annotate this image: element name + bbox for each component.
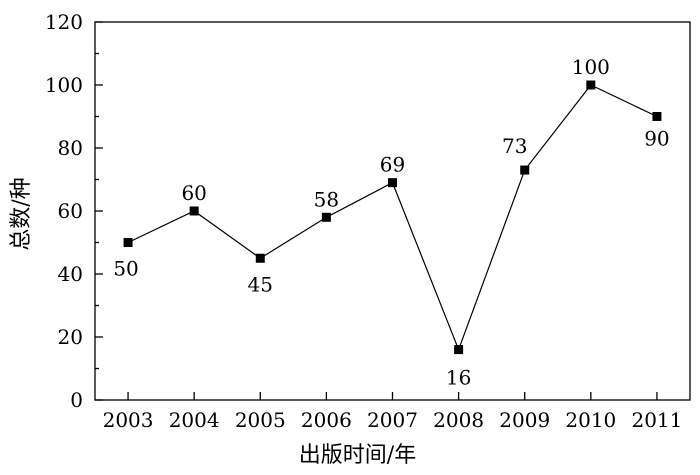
data-point: [123, 238, 133, 247]
data-point: [321, 212, 331, 222]
data-label: 73: [502, 134, 527, 158]
data-point: [388, 178, 397, 188]
x-tick-label: 2004: [169, 408, 220, 432]
data-labels: 50 60 45 58 69 16 73 100 90: [113, 55, 669, 390]
y-tick-label: 20: [58, 325, 83, 349]
y-tick-label: 100: [45, 73, 83, 97]
x-tick-label: 2003: [103, 408, 154, 432]
y-tick-label: 0: [70, 388, 83, 412]
y-axis-title: 总数/种: [9, 177, 34, 250]
data-point: [586, 80, 596, 90]
x-tick-label: 2005: [235, 408, 286, 432]
y-tick-label: 40: [58, 262, 83, 286]
series-line: [127, 84, 658, 352]
data-point: [454, 345, 464, 355]
data-label: 50: [113, 257, 138, 281]
x-tick-label: 2008: [433, 408, 484, 432]
data-point: [652, 112, 662, 121]
data-label: 69: [380, 153, 405, 177]
data-label: 100: [572, 55, 610, 79]
data-label: 45: [248, 272, 273, 296]
data-point: [520, 165, 530, 175]
x-axis-ticks: 2003 2004 2005 2006 2007 2008 2009 2010 2011: [103, 392, 682, 432]
x-tick-label: 2010: [565, 408, 616, 432]
x-axis-title: 出版时间/年: [299, 443, 416, 468]
series-line-group: [127, 84, 658, 352]
data-point: [255, 253, 265, 263]
x-tick-label: 2011: [631, 408, 682, 432]
x-tick-label: 2009: [499, 408, 550, 432]
data-label: 90: [644, 127, 669, 151]
data-label: 16: [446, 366, 471, 390]
x-tick-label: 2007: [367, 408, 418, 432]
data-label: 60: [181, 181, 206, 205]
data-points: [123, 80, 662, 355]
data-point: [189, 206, 199, 216]
y-axis-ticks: 0 20 40 60 80 100 120: [45, 10, 103, 412]
data-label: 58: [314, 187, 339, 211]
y-tick-label: 120: [45, 10, 83, 34]
y-tick-label: 80: [58, 136, 83, 160]
x-tick-label: 2006: [301, 408, 352, 432]
y-tick-label: 60: [58, 199, 83, 223]
